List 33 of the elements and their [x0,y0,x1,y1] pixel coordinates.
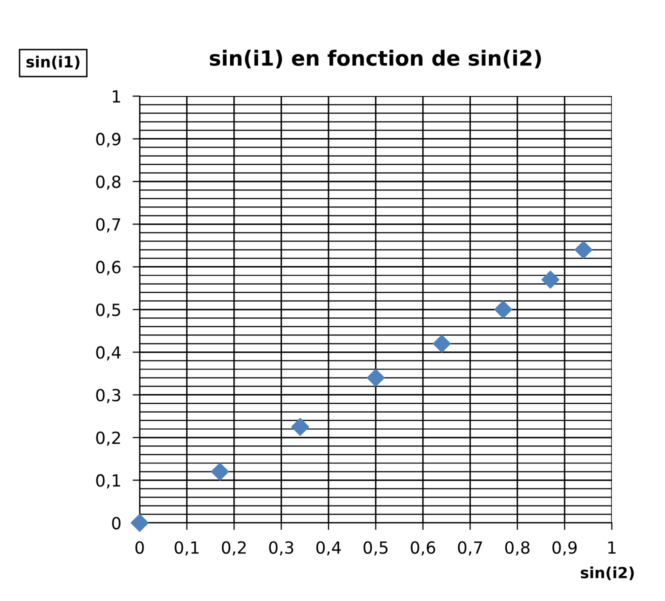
x-tick-label: 0,7 [458,541,482,556]
x-tick-label: 0,9 [552,541,577,556]
x-tick-label: 0 [135,541,144,554]
x-tick-label: 0,6 [410,541,436,556]
x-tick-label: 0,5 [364,541,388,556]
point [130,514,149,532]
x-tick-label: 0,3 [269,541,294,556]
y-tick-label: 0,5 [96,303,120,318]
x-tick-label: 1 [608,541,616,554]
y-axis-title: sin(i1) [26,56,80,70]
y-tick-label: 0,2 [96,431,120,446]
point [291,418,310,436]
x-tick-label: 0,8 [505,541,530,556]
x-tick-label: 0,2 [222,541,246,556]
y-tick-label: 0,4 [96,346,121,360]
y-tick-label: 1 [112,90,120,102]
y-tick-label: 0,9 [96,132,120,148]
point [211,462,229,481]
x-axis-title: sin(i2) [580,566,634,580]
x-tick-label: 0,1 [174,541,199,556]
point [366,368,385,387]
point [542,270,560,289]
point [432,334,451,353]
x-tick-label: 0,4 [316,541,341,556]
y-tick-label: 0,3 [96,388,120,404]
y-tick-label: 0,1 [96,474,120,488]
y-tick-label: 0,8 [96,175,120,190]
chart-title: sin(i1) en fonction de sin(i2) [210,50,541,68]
point [574,240,592,259]
y-tick-label: 0 [112,516,120,530]
y-tick-label: 0,6 [96,260,121,276]
y-tick-label: 0,7 [96,218,120,232]
point [494,300,512,318]
